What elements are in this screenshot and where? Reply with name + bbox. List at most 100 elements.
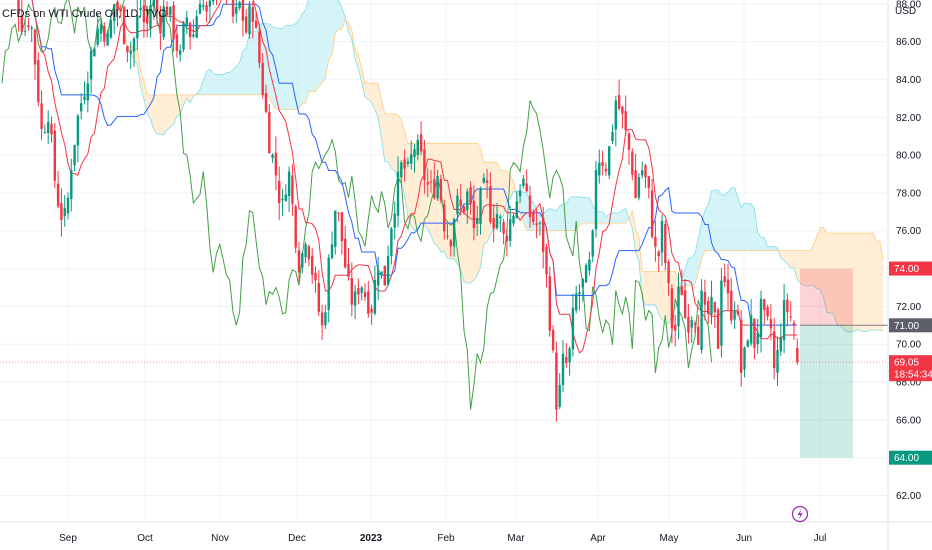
candle-body	[766, 307, 769, 317]
stop-zone[interactable]	[800, 268, 853, 326]
candle-body	[677, 286, 680, 327]
candle-body	[205, 5, 208, 12]
currency-label: USD	[895, 6, 916, 17]
price-badge-label: 64.00	[894, 453, 919, 464]
candle-body	[479, 188, 482, 224]
candle-body	[786, 299, 789, 313]
y-tick-label: 86.00	[896, 37, 921, 48]
candle-body	[261, 62, 264, 95]
candle-body	[175, 34, 179, 52]
candle-body	[419, 134, 423, 152]
candle-body	[647, 176, 650, 188]
candle-body	[482, 177, 485, 183]
candle-body	[165, 6, 169, 16]
candle-body	[60, 203, 63, 221]
candle-body	[749, 315, 753, 344]
candle-body	[614, 100, 617, 130]
candle-body	[314, 272, 317, 281]
candle-body	[258, 31, 261, 64]
candle-body	[43, 132, 47, 134]
candle-body	[436, 176, 439, 199]
candle-body	[37, 60, 40, 103]
candle-body	[499, 216, 502, 219]
candle-body	[162, 6, 165, 38]
candle-body	[50, 123, 53, 135]
candle-body	[789, 316, 792, 318]
candle-body	[330, 244, 334, 259]
candle-body	[700, 290, 703, 350]
candle-body	[182, 22, 185, 50]
candle-body	[202, 5, 205, 7]
candle-body	[759, 298, 763, 338]
candle-body	[357, 288, 360, 295]
candle-body	[363, 292, 367, 297]
candle-body	[476, 218, 479, 224]
candle-body	[518, 190, 522, 197]
candle-body	[40, 103, 43, 130]
candle-body	[621, 106, 624, 114]
candle-body	[56, 183, 60, 207]
candle-body	[30, 28, 33, 30]
candle-body	[238, 2, 241, 9]
candle-body	[548, 276, 551, 331]
candle-body	[254, 20, 258, 28]
candle-body	[96, 28, 99, 45]
candle-body	[472, 200, 476, 229]
candle-body	[287, 171, 291, 197]
candle-body	[403, 159, 406, 169]
candle-body	[664, 223, 667, 264]
candle-body	[383, 265, 386, 286]
price-badge	[889, 318, 932, 333]
candle-body	[594, 170, 598, 230]
candle-body	[340, 212, 344, 242]
candle-body	[588, 259, 591, 271]
candle-body	[347, 263, 350, 277]
candle-body	[301, 253, 304, 268]
candle-body	[119, 9, 122, 12]
candle-body	[584, 265, 588, 283]
candle-body	[753, 318, 756, 348]
y-tick-label: 84.00	[896, 75, 921, 86]
candle-body	[80, 103, 83, 112]
candle-body	[416, 139, 419, 156]
candle-body	[542, 217, 545, 252]
lightning-icon[interactable]	[791, 505, 809, 523]
candle-body	[284, 194, 287, 201]
candle-body	[736, 310, 740, 315]
candle-body	[773, 331, 776, 369]
candle-body	[400, 162, 403, 178]
y-tick-label: 76.00	[896, 226, 921, 237]
candle-body	[522, 178, 525, 186]
short-position-tool[interactable]	[800, 268, 888, 458]
candle-body	[271, 154, 274, 158]
candle-body	[377, 269, 380, 286]
candle-body	[730, 290, 733, 321]
y-tick-label: 62.00	[896, 491, 921, 502]
y-tick-label: 78.00	[896, 188, 921, 199]
y-tick-label: 66.00	[896, 415, 921, 426]
target-zone[interactable]	[800, 325, 853, 458]
candle-body	[380, 271, 383, 276]
candle-body	[320, 312, 324, 326]
candle-body	[551, 330, 555, 351]
candle-body	[637, 177, 641, 198]
candle-body	[245, 16, 248, 33]
y-tick-label: 82.00	[896, 113, 921, 124]
candle-body	[581, 278, 584, 288]
candle-body	[604, 168, 608, 172]
candle-body	[231, 0, 235, 17]
candle-body	[617, 95, 621, 109]
candle-body	[426, 182, 429, 185]
candle-body	[304, 244, 307, 258]
candle-body	[779, 336, 782, 352]
candle-body	[433, 179, 436, 198]
candle-body	[502, 222, 505, 234]
candle-body	[109, 20, 113, 38]
candle-body	[776, 349, 779, 373]
candle-body	[456, 195, 459, 214]
event-icons[interactable]	[791, 505, 809, 523]
candle-body	[53, 130, 56, 181]
candles	[17, 0, 799, 422]
candle-body	[274, 152, 278, 176]
